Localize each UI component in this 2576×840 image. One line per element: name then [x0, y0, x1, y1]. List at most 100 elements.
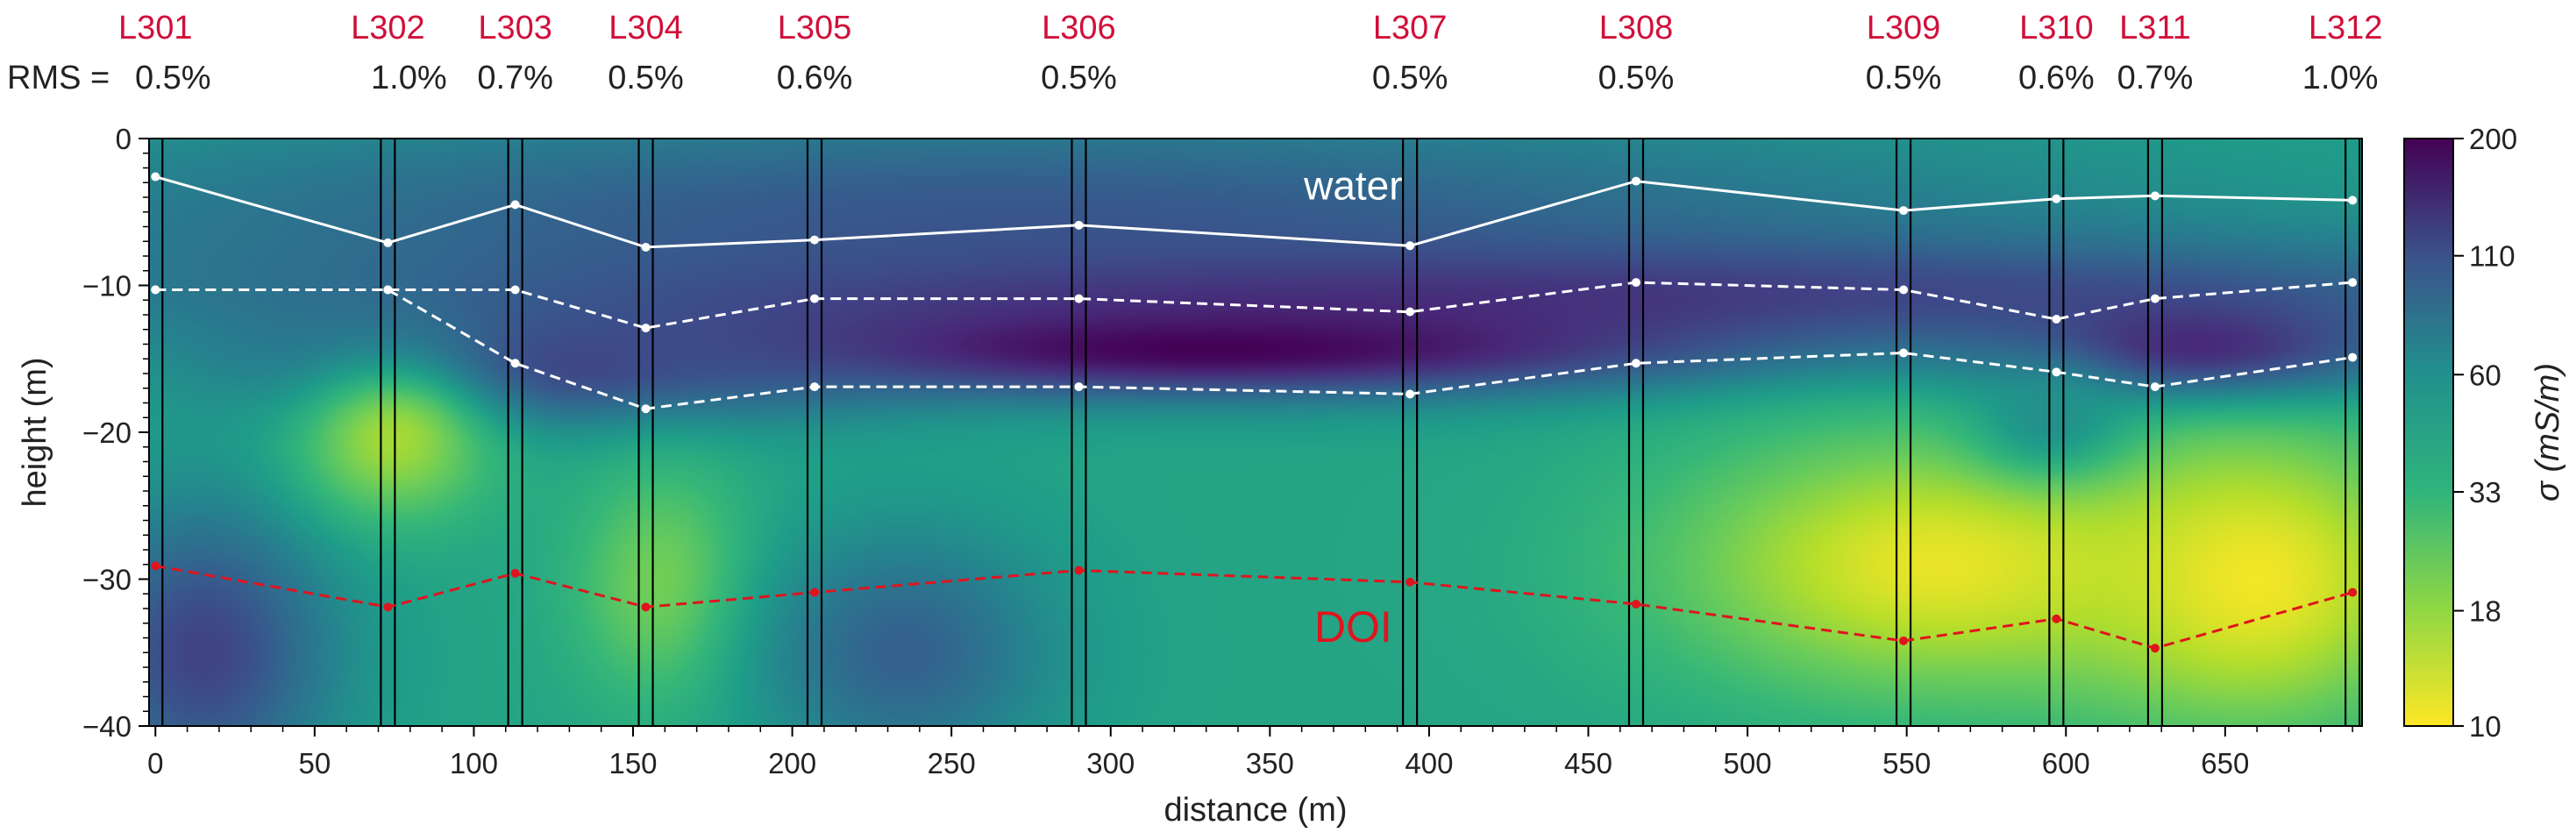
y-tick-label: −20	[82, 416, 132, 449]
y-axis-label: height (m)	[17, 357, 53, 507]
colorbar-label: σ (mS/m)	[2530, 363, 2566, 502]
series-point	[1631, 359, 1640, 368]
sounding-name-L309: L309	[1867, 10, 1941, 46]
x-tick-label: 650	[2201, 747, 2249, 779]
series-point	[2052, 614, 2061, 623]
series-point	[2348, 352, 2358, 362]
sounding-rms-L308: 0.5%	[1598, 60, 1675, 96]
colorbar-tick-label: 10	[2469, 710, 2501, 743]
series-point	[510, 568, 520, 578]
series-point	[510, 359, 520, 368]
sounding-name-L304: L304	[608, 10, 683, 46]
sounding-name-L305: L305	[778, 10, 852, 46]
series-line-water	[154, 175, 2353, 249]
x-tick-label: 100	[450, 747, 498, 779]
sounding-rms-L305: 0.6%	[777, 60, 853, 96]
x-tick-label: 250	[928, 747, 976, 779]
series-point	[151, 285, 160, 295]
series-point	[2150, 294, 2160, 303]
y-axis: 0 −10 −20 −30 −40	[82, 123, 149, 743]
colorbar-tick-label: 33	[2469, 476, 2501, 509]
conductivity-heatmap	[149, 139, 2362, 726]
series-point	[383, 285, 393, 295]
series-point	[2052, 194, 2061, 203]
x-tick-label: 450	[1564, 747, 1612, 779]
series-point	[1405, 389, 1415, 399]
series-point	[810, 235, 820, 245]
series-point	[1074, 566, 1084, 575]
series-point	[1631, 278, 1640, 288]
series-point	[1899, 206, 1909, 216]
rms-label: RMS =	[7, 60, 110, 96]
series-point	[2150, 644, 2160, 653]
y-tick-label: 0	[116, 123, 132, 155]
sounding-name-L302: L302	[351, 10, 425, 46]
series-point	[1631, 599, 1640, 609]
series-point	[151, 561, 160, 571]
sounding-name-L310: L310	[2019, 10, 2094, 46]
series-point	[1405, 577, 1415, 587]
series-point	[641, 602, 651, 612]
sounding-rms-L310: 0.6%	[2018, 60, 2095, 96]
series-point	[641, 404, 651, 414]
series-point	[1074, 294, 1084, 303]
series-line-boundary-1	[155, 281, 2353, 330]
sounding-name-L301: L301	[118, 10, 193, 46]
colorbar-tick-label: 18	[2469, 595, 2501, 628]
colorbar-ticks: 200 110 60 33 18 10	[2453, 123, 2517, 743]
colorbar-tick-label: 200	[2469, 123, 2517, 155]
series-point	[383, 602, 393, 612]
series-point	[2052, 315, 2061, 324]
sounding-lines	[149, 139, 2361, 726]
water-annotation: water	[1303, 163, 1402, 209]
series-point	[1405, 307, 1415, 317]
series-line-boundary-2	[155, 288, 2353, 410]
series-point	[641, 324, 651, 333]
series-point	[2150, 382, 2160, 392]
series-point	[2150, 191, 2160, 201]
x-tick-label: 500	[1724, 747, 1772, 779]
sounding-rms-L309: 0.5%	[1866, 60, 1942, 96]
series-point	[1899, 348, 1909, 358]
series-point	[1899, 636, 1909, 645]
series-point	[2348, 278, 2358, 288]
series-point	[810, 587, 820, 597]
conductivity-heatmap-image	[149, 139, 2362, 726]
colorbar-tick-label: 110	[2469, 240, 2516, 273]
y-tick-label: −30	[82, 564, 132, 596]
series-point	[510, 200, 520, 210]
series-point	[2348, 196, 2358, 205]
sounding-rms-L311: 0.7%	[2117, 60, 2194, 96]
x-tick-label: 550	[1882, 747, 1931, 779]
x-tick-label: 50	[298, 747, 331, 779]
colorbar: 200 110 60 33 18 10 σ (mS/m)	[2403, 123, 2566, 743]
sounding-name-L306: L306	[1042, 10, 1116, 46]
x-tick-label: 350	[1246, 747, 1294, 779]
series-point	[1074, 382, 1084, 392]
sounding-rms-L304: 0.5%	[608, 60, 684, 96]
sounding-name-L303: L303	[478, 10, 552, 46]
series-point	[641, 242, 651, 252]
series-point	[2348, 587, 2358, 597]
sounding-name-L308: L308	[1599, 10, 1674, 46]
sounding-name-L312: L312	[2309, 10, 2383, 46]
series-point	[810, 382, 820, 392]
sounding-header: L301 0.5% L302 1.0% L303 0.7% L304 0.5% L305 0.6%…	[118, 10, 2382, 96]
x-tick-label: 200	[768, 747, 816, 779]
series-point	[1631, 176, 1640, 186]
doi-annotation: DOI	[1314, 602, 1392, 651]
series-point	[1899, 285, 1909, 295]
x-tick-label: 400	[1405, 747, 1453, 779]
x-axis: 0 50 100 150 200 250 300 350 400 450 500 550 600 650	[147, 726, 2353, 779]
sounding-rms-L306: 0.5%	[1041, 60, 1117, 96]
sounding-rms-L302: 1.0%	[371, 60, 447, 96]
sounding-rms-L312: 1.0%	[2302, 60, 2379, 96]
colorbar-tick-label: 60	[2469, 359, 2501, 391]
sounding-name-L307: L307	[1373, 10, 1448, 46]
series-point	[383, 238, 393, 247]
y-tick-label: −40	[82, 710, 132, 743]
sounding-name-L311: L311	[2119, 10, 2191, 46]
model-boundaries	[151, 172, 2358, 653]
sounding-rms-L301: 0.5%	[135, 60, 211, 96]
